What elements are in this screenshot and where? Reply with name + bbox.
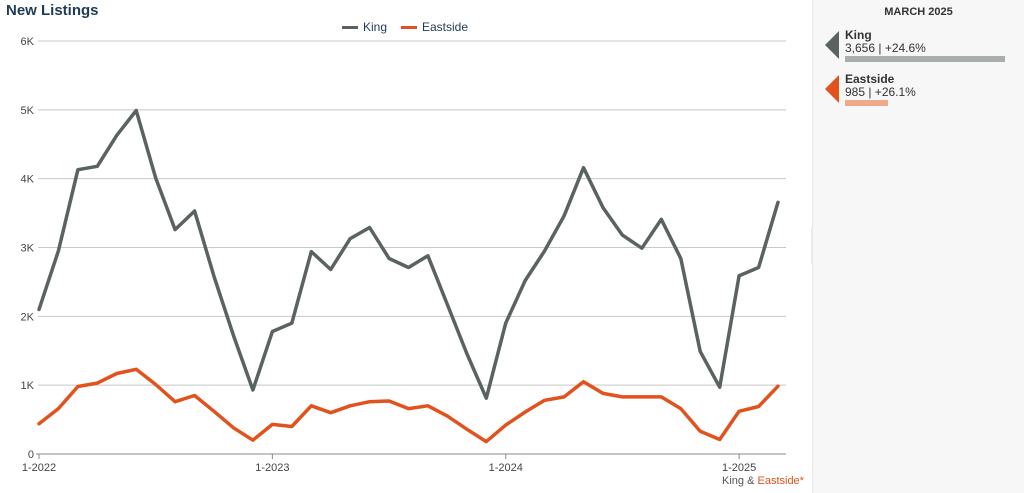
x-tick-label: 1-2024 (489, 462, 523, 474)
y-tick-label: 5K (21, 105, 35, 117)
pointer-arrow-icon (825, 31, 839, 59)
pointer-arrow-icon (825, 75, 839, 103)
side-item-bar (845, 56, 1005, 62)
legend-item-eastside[interactable]: Eastside (401, 20, 468, 34)
side-item-name: Eastside (845, 72, 895, 86)
x-tick-label: 1-2023 (255, 462, 289, 474)
y-tick-label: 6K (21, 36, 35, 48)
series-line-king (37, 108, 780, 400)
side-item-value: 3,656 | +24.6% (845, 41, 926, 55)
side-panel-header: MARCH 2025 (884, 6, 953, 18)
source-king: King (722, 475, 745, 487)
source-amp: & (744, 475, 758, 487)
y-tick-label: 1K (21, 380, 35, 392)
source-note: King & Eastside* (722, 475, 804, 487)
side-item-king[interactable]: King 3,656 | +24.6% (813, 28, 1024, 73)
chart-legend: King Eastside (0, 20, 810, 34)
x-tick-label: 1-2022 (22, 462, 56, 474)
side-item-bar (845, 100, 889, 106)
y-tick-label: 2K (21, 311, 35, 323)
y-tick-label: 0 (28, 449, 34, 461)
legend-label-eastside: Eastside (422, 20, 469, 34)
source-eastside: Eastside* (757, 475, 804, 487)
series-line-eastside (37, 367, 780, 444)
legend-swatch-eastside (401, 25, 417, 29)
legend-label-king: King (362, 20, 387, 34)
legend-item-king[interactable]: King (341, 20, 387, 34)
side-item-value: 985 | +26.1% (845, 85, 916, 99)
x-tick-label: 1-2025 (722, 462, 756, 474)
legend-swatch-king (341, 25, 358, 29)
y-tick-label: 4K (21, 174, 35, 186)
side-item-name: King (845, 28, 872, 42)
y-tick-label: 3K (21, 243, 35, 255)
line-chart: 6K 5K 4K 3K 2K 1K 01-2022 1-2023 1-2024 1-2025 (21, 36, 786, 474)
side-panel: MARCH 2025 King 3,656 | +24.6% Eastside … (813, 0, 1024, 493)
side-item-eastside[interactable]: Eastside 985 | +26.1% (813, 72, 1024, 117)
chart-title: New Listings (6, 2, 99, 19)
